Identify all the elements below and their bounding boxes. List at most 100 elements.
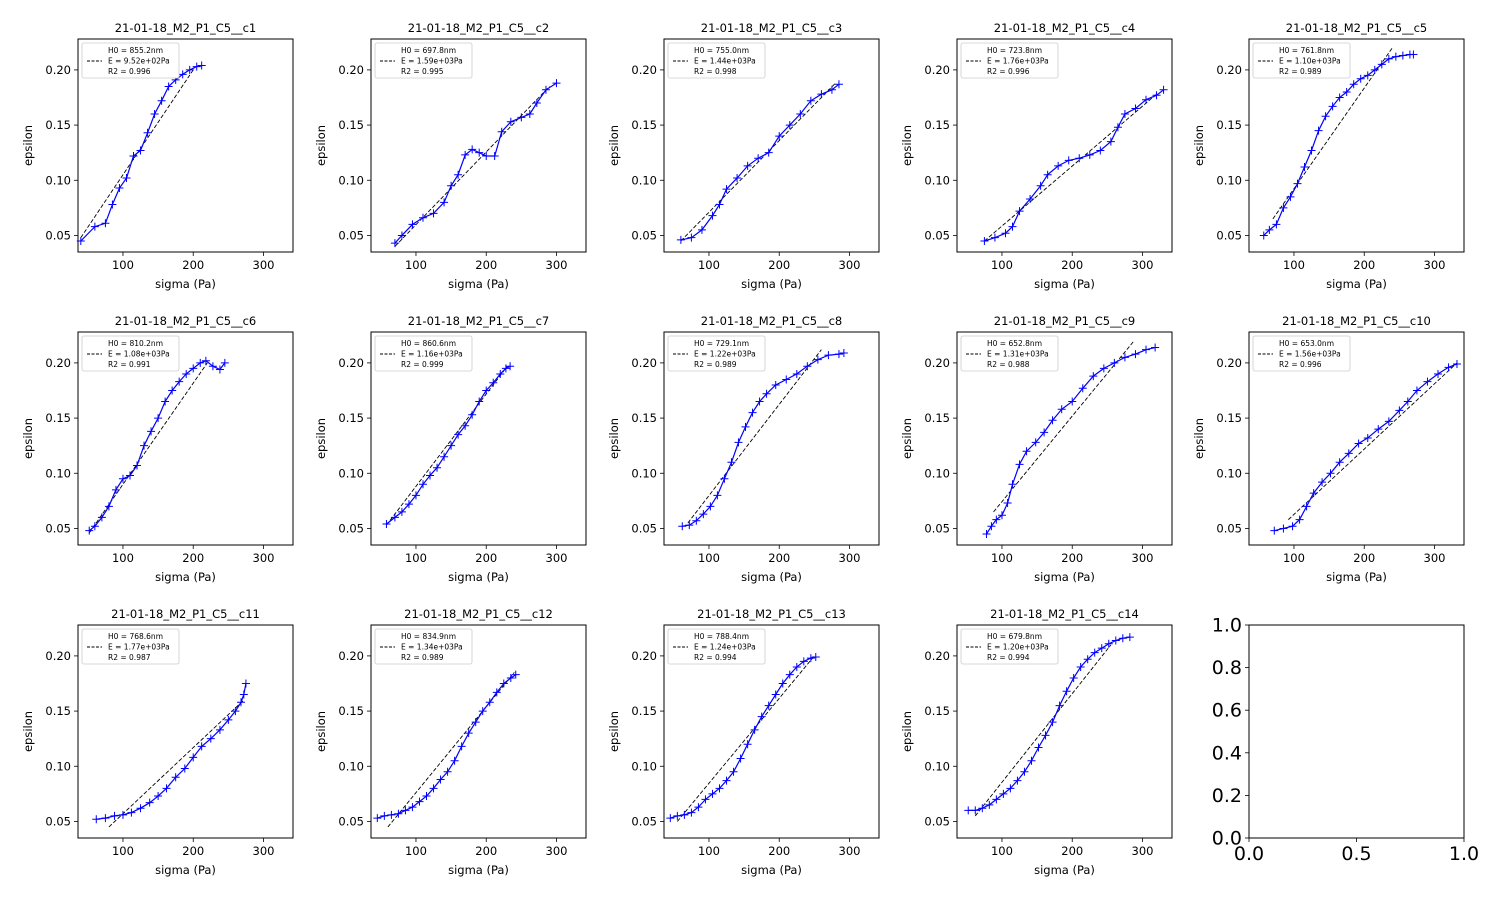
data-point [743, 740, 752, 749]
legend-entry: E = 1.77e+03Pa [108, 643, 170, 652]
data-point [692, 516, 701, 525]
data-point [482, 386, 491, 395]
legend-entry: H0 = 834.9nm [401, 632, 456, 641]
y-tick-label: 0.20 [924, 649, 950, 663]
subplot-2: 100 200 300 0.05 0.10 0.15 0.20 21-01-18_M2_P1_… [314, 21, 587, 291]
y-axis-label: epsilon [21, 711, 35, 752]
data-point [978, 804, 987, 813]
data-point [839, 348, 848, 357]
legend-box [374, 42, 473, 79]
data-point [397, 231, 406, 240]
subplot-8: 100 200 300 0.05 0.10 0.15 0.20 21-01-18_M2_P1_… [607, 314, 880, 584]
data-point [1008, 222, 1017, 231]
subplot-7: 100 200 300 0.05 0.10 0.15 0.20 21-01-18_M2_P1_… [314, 314, 587, 584]
data-point [492, 688, 501, 697]
data-point [1374, 425, 1383, 434]
data-point [785, 670, 794, 679]
data-point [122, 174, 131, 183]
legend-entry: E = 1.34e+03Pa [401, 643, 463, 652]
legend-entry: H0 = 697.8nm [401, 46, 456, 55]
y-tick-label: 0.20 [924, 63, 950, 77]
y-axis-label: epsilon [900, 418, 914, 459]
legend-entry: R2 = 0.994 [987, 653, 1030, 662]
data-point [741, 422, 750, 431]
x-axis-label: sigma (Pa) [741, 570, 802, 584]
legend-entry: E = 1.22e+03Pa [694, 350, 756, 359]
legend-entry: H0 = 755.0nm [694, 46, 749, 55]
y-tick-label: 0.10 [924, 466, 950, 480]
x-tick-label: 100 [991, 551, 1013, 565]
data-point [1118, 634, 1127, 643]
data-point [706, 502, 715, 511]
data-point [1288, 522, 1297, 531]
data-point [750, 725, 759, 734]
data-point [1452, 360, 1461, 369]
y-axis-label: epsilon [21, 418, 35, 459]
data-point [1013, 776, 1022, 785]
data-point [501, 364, 510, 373]
x-axis-label: sigma (Pa) [1034, 277, 1095, 291]
fit-line [88, 362, 208, 534]
y-tick-label: 0.15 [1216, 411, 1242, 425]
x-tick-label: 200 [1061, 844, 1083, 858]
legend-box [667, 335, 766, 372]
data-point [129, 151, 138, 160]
data-point [1110, 358, 1119, 367]
legend-entry: R2 = 0.996 [108, 67, 151, 76]
y-tick-label: 0.05 [45, 814, 71, 828]
legend-entry: E = 9.52e+02Pa [108, 57, 170, 66]
y-axis-label: epsilon [900, 711, 914, 752]
data-point [1286, 192, 1295, 201]
x-tick-label: 300 [1132, 258, 1154, 272]
legend-box [374, 628, 473, 665]
y-tick-label: 0.10 [338, 466, 364, 480]
data-point [201, 356, 210, 365]
data-point [461, 421, 470, 430]
data-point [101, 814, 110, 823]
x-axis-label: sigma (Pa) [741, 277, 802, 291]
legend-entry: E = 1.59e+03Pa [401, 57, 463, 66]
x-axis-label: sigma (Pa) [448, 570, 509, 584]
data-point [1069, 673, 1078, 682]
x-tick-label: 200 [1353, 551, 1375, 565]
data-point [1001, 229, 1010, 238]
data-point [720, 474, 729, 483]
data-point [76, 236, 85, 245]
legend-entry: H0 = 729.1nm [694, 339, 749, 348]
subplot-title: 21-01-18_M2_P1_C5__c9 [994, 314, 1135, 328]
data-point [1083, 655, 1092, 664]
data-point [401, 806, 410, 815]
data-point [394, 809, 403, 818]
legend-entry: E = 1.44e+03Pa [694, 57, 756, 66]
data-point [380, 811, 389, 820]
x-tick-label: 300 [546, 258, 568, 272]
data-point [1106, 137, 1115, 146]
data-point [506, 673, 515, 682]
data-point [1409, 50, 1418, 59]
legend-entry: R2 = 0.996 [987, 67, 1030, 76]
data-point [390, 513, 399, 522]
fit-line [108, 699, 245, 828]
y-axis-label: epsilon [1192, 125, 1206, 166]
y-tick-label: 0.05 [631, 228, 657, 242]
subplot-10: 100 200 300 0.05 0.10 0.15 0.20 21-01-18_M2_P1_… [1192, 314, 1465, 584]
x-tick-label: 200 [1061, 258, 1083, 272]
legend-entry: E = 1.56e+03Pa [1279, 350, 1341, 359]
fit-line [1272, 47, 1393, 220]
data-point [517, 113, 526, 122]
data-point [666, 814, 675, 823]
data-point [722, 776, 731, 785]
data-point [824, 351, 833, 360]
data-point [457, 742, 466, 751]
y-tick-label: 0.20 [45, 356, 71, 370]
subplot-14: 100 200 300 0.05 0.10 0.15 0.20 21-01-18_M2_P1_… [900, 607, 1173, 877]
data-point [834, 350, 843, 359]
data-point [1026, 195, 1035, 204]
x-tick-label: 200 [182, 258, 204, 272]
data-point [1354, 439, 1363, 448]
data-point [771, 690, 780, 699]
legend-entry: E = 1.08e+03Pa [108, 350, 170, 359]
data-point [982, 529, 991, 538]
data-point [97, 513, 106, 522]
legend-entry: H0 = 679.8nm [987, 632, 1042, 641]
